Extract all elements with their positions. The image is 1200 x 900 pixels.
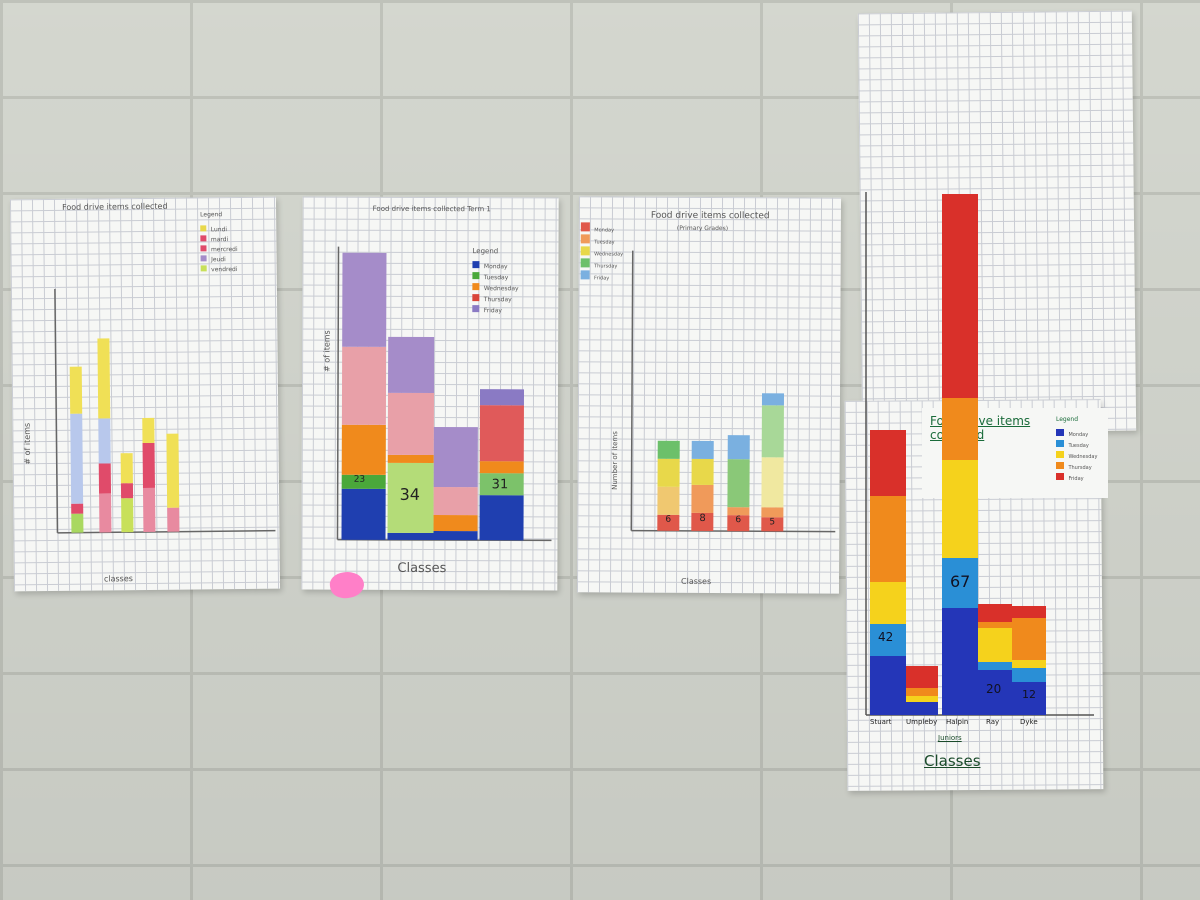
poster-3-bar (691, 440, 714, 532)
poster-4-bar-label: 20 (986, 682, 1002, 696)
poster-4-bar-label: 67 (950, 572, 971, 591)
poster-3-bar-label: 8 (699, 512, 706, 524)
poster-4-bar (1012, 606, 1046, 715)
poster-4-bar-label: 12 (1022, 688, 1036, 701)
poster-3-bar (727, 435, 750, 532)
poster-4-category: Stuart (870, 718, 892, 726)
poster-1: Food drive items collected Legend Lundi … (9, 196, 281, 592)
poster-2: Food drive items collected Term 1 Legend… (301, 196, 559, 591)
poster-2-bar-label: 23 (353, 474, 366, 485)
poster-4-xlabel: Classes (924, 752, 981, 770)
poster-1-bar (97, 338, 112, 533)
poster-2-bar-label: 31 (491, 477, 509, 493)
poster-4-category: Ray (986, 718, 1000, 726)
poster-4-legend-title: Legend (1056, 416, 1079, 423)
poster-4-bar (870, 430, 906, 715)
poster-4-bar (906, 666, 938, 715)
poster-4-legend-entry: Tuesday (1056, 434, 1097, 449)
poster-2-bars (336, 246, 552, 542)
poster-3-bar (761, 393, 785, 532)
poster-2-bar (433, 427, 478, 541)
poster-2-bar (479, 389, 525, 541)
poster-2-bar-label: 34 (399, 484, 421, 504)
poster-4-bar (942, 194, 978, 715)
poster-4-xsublabel: Juniors (938, 734, 962, 742)
poster-4-legend: Legend Monday Tuesday Wednesday Thursday… (1056, 416, 1097, 482)
poster-4-category: Dyke (1020, 718, 1038, 726)
poster-1-bar (142, 417, 156, 533)
poster-2-bar (341, 252, 387, 540)
poster-3-bar-label: 5 (769, 517, 776, 528)
poster-4-legend-entry: Monday (1056, 423, 1097, 438)
poster-1-bar (120, 453, 134, 533)
poster-3-bar-label: 6 (665, 514, 672, 525)
poster-4-bar-label: 42 (878, 630, 894, 644)
poster-4-overlay: Food drive items collected Legend Monday… (846, 12, 1136, 792)
poster-3: Food drive items collected (Primary Grad… (576, 196, 842, 594)
poster-3-bars (630, 250, 836, 533)
poster-3-bar-label: 6 (735, 515, 742, 526)
poster-4-bars (865, 192, 1094, 716)
poster-1-bar (69, 366, 84, 533)
poster-4-legend-entry: Wednesday (1056, 445, 1097, 460)
poster-4-legend-entry: Thursday (1056, 456, 1097, 471)
poster-4-bar (978, 604, 1012, 715)
poster-1-bars (54, 288, 276, 534)
poster-3-bar (657, 440, 680, 531)
poster-1-bar (166, 433, 180, 532)
poster-4-category: Umpleby (906, 718, 938, 726)
poster-4-category: Halpin (946, 718, 969, 726)
poster-4-legend-entry: Friday (1056, 467, 1097, 482)
poster-2-bar (387, 336, 435, 541)
